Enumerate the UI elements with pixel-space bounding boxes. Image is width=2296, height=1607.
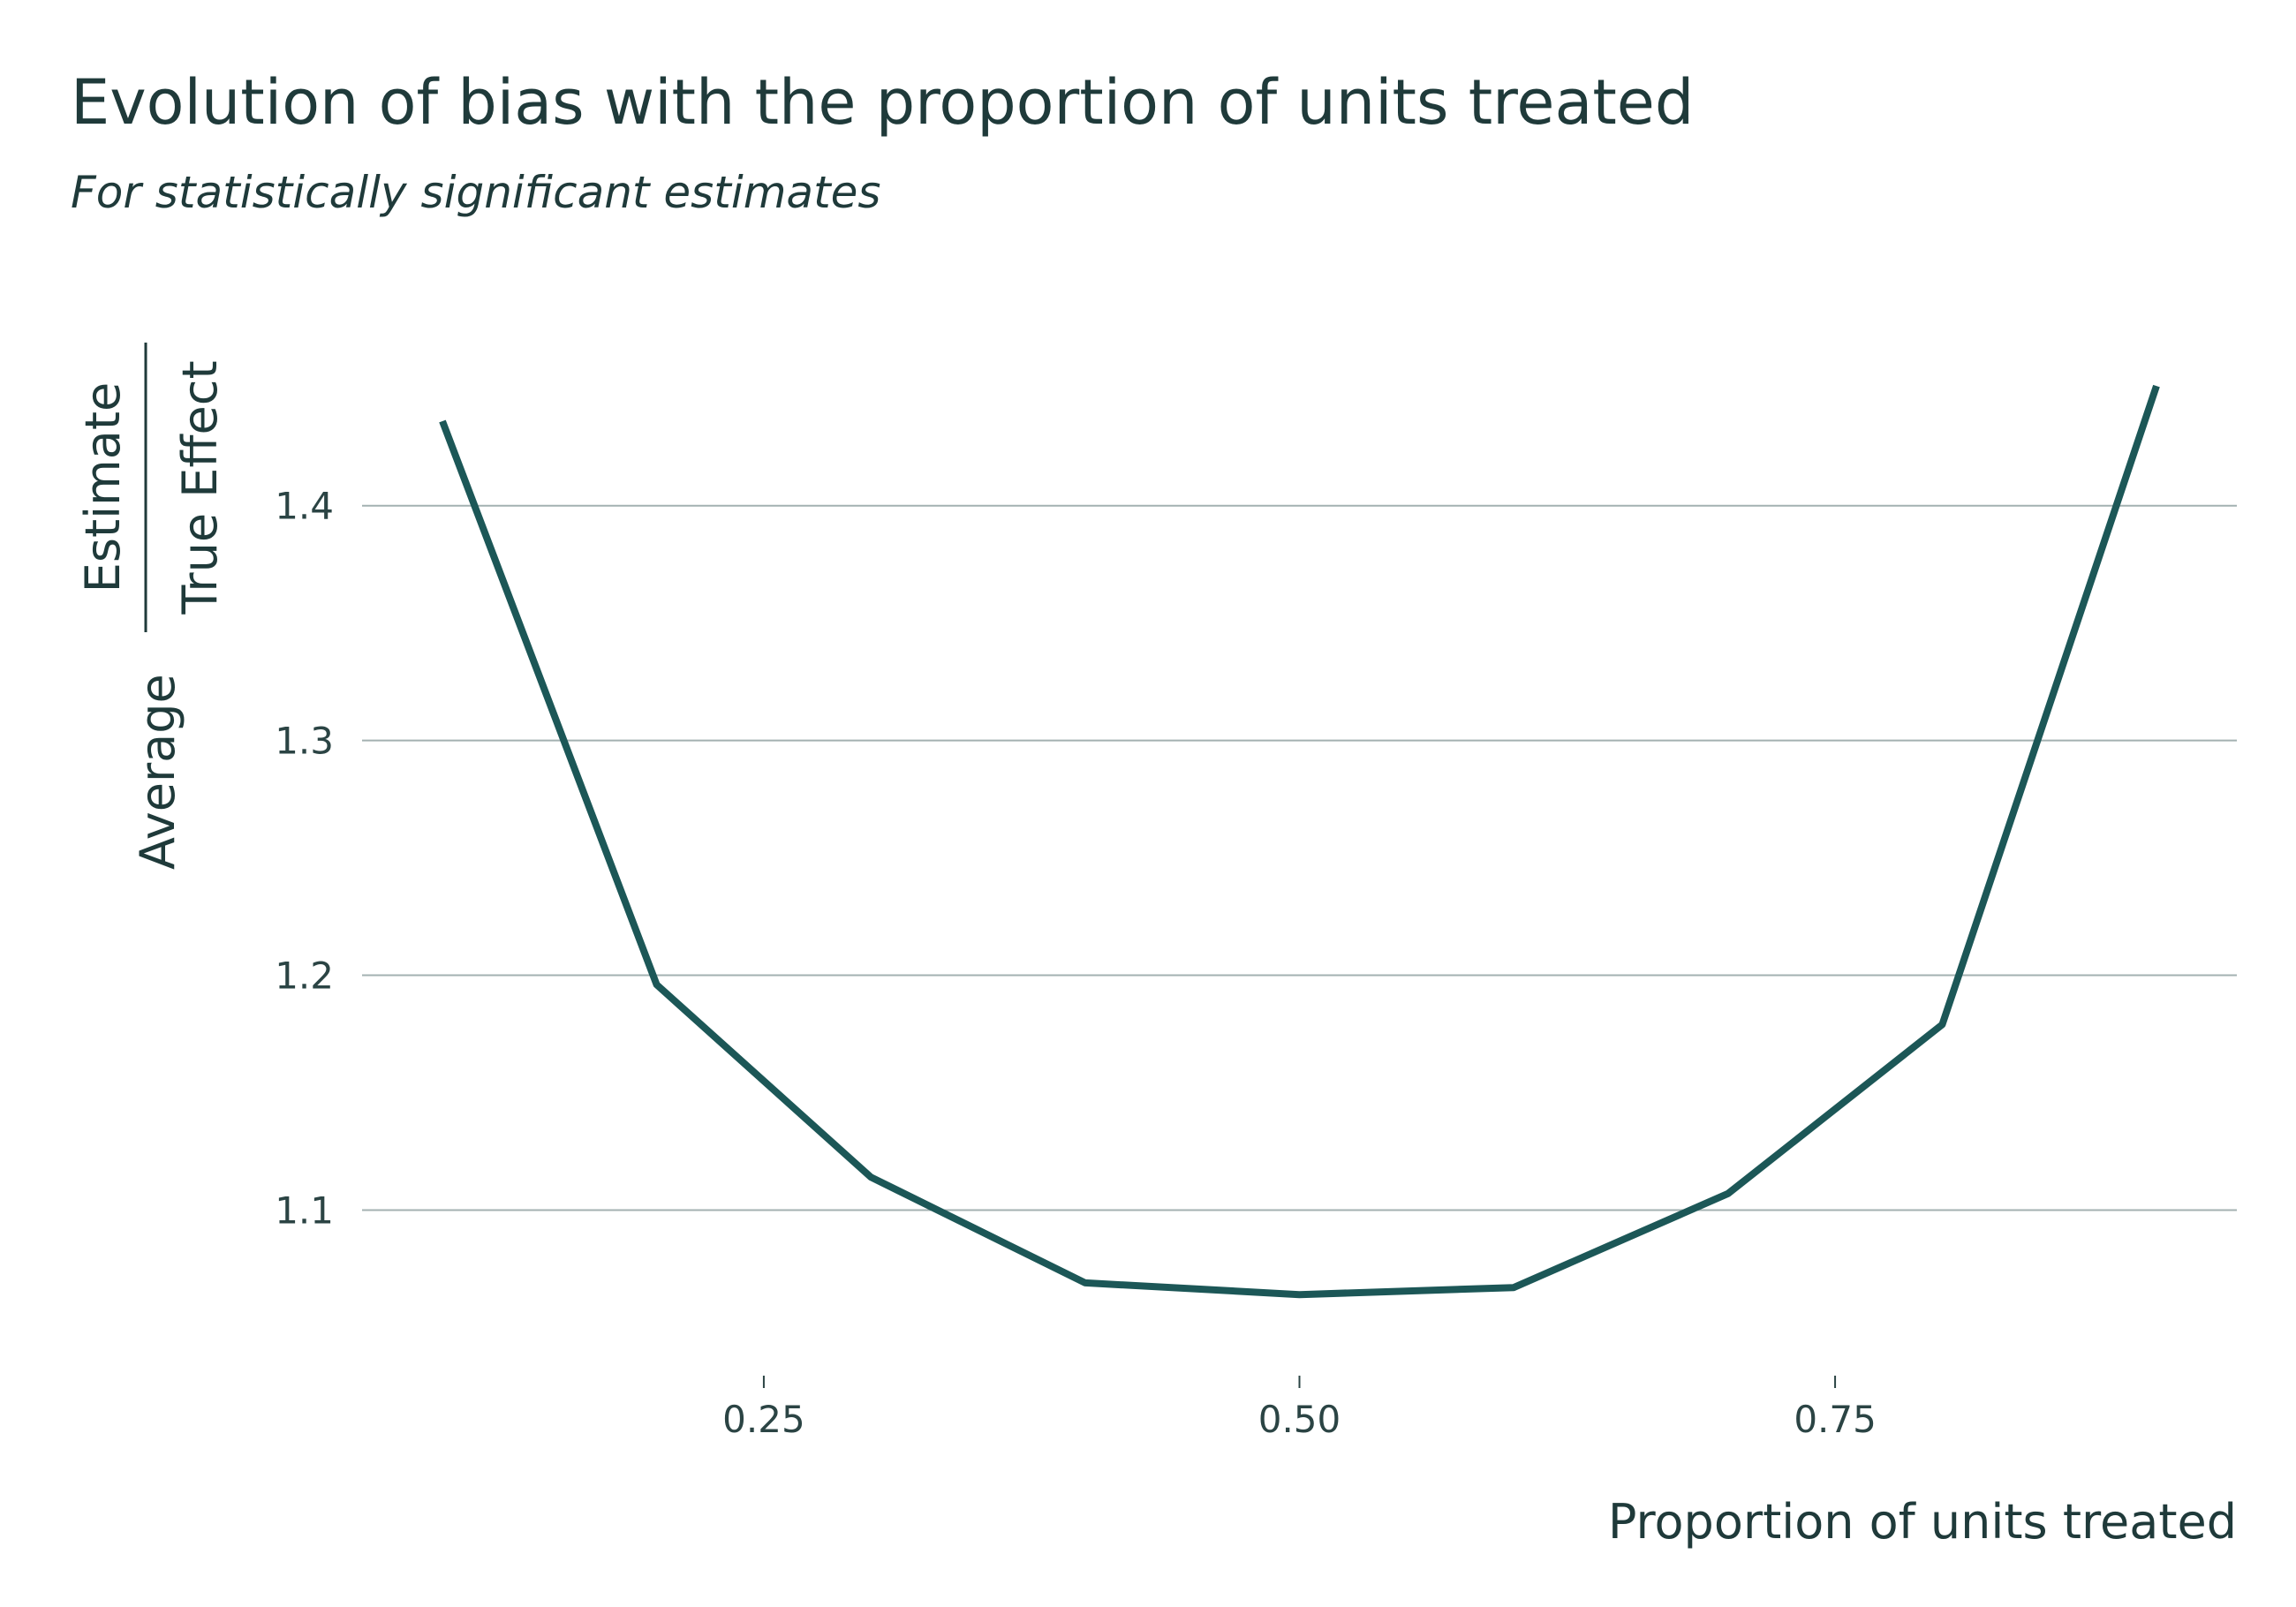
y-axis-title-prefix: Average — [130, 674, 185, 870]
x-tick-label: 0.25 — [722, 1398, 805, 1441]
y-tick-label: 1.3 — [275, 720, 334, 763]
series-layer — [439, 384, 2160, 1299]
y-tick-label: 1.4 — [275, 485, 334, 528]
y-axis-title-denominator: True Effect — [172, 360, 228, 615]
x-axis-title: Proportion of units treated — [1608, 1494, 2237, 1550]
x-axis-ticks: 0.25 0.50 0.75 — [722, 1376, 1877, 1441]
x-tick-label: 0.75 — [1794, 1398, 1877, 1441]
y-axis-title-numerator: Estimate — [75, 382, 131, 593]
gridlines — [362, 504, 2237, 1211]
y-tick-label: 1.1 — [275, 1188, 334, 1232]
y-axis-ticks: 1.1 1.2 1.3 1.4 — [275, 485, 334, 1233]
y-axis-title: Average Estimate True Effect — [75, 343, 228, 870]
chart-title: Evolution of bias with the proportion of… — [71, 66, 1694, 139]
x-tick-label: 0.50 — [1258, 1398, 1341, 1441]
y-tick-label: 1.2 — [275, 954, 334, 998]
series-line — [439, 384, 2160, 1299]
chart-subtitle: For statistically significant estimates — [71, 167, 880, 218]
